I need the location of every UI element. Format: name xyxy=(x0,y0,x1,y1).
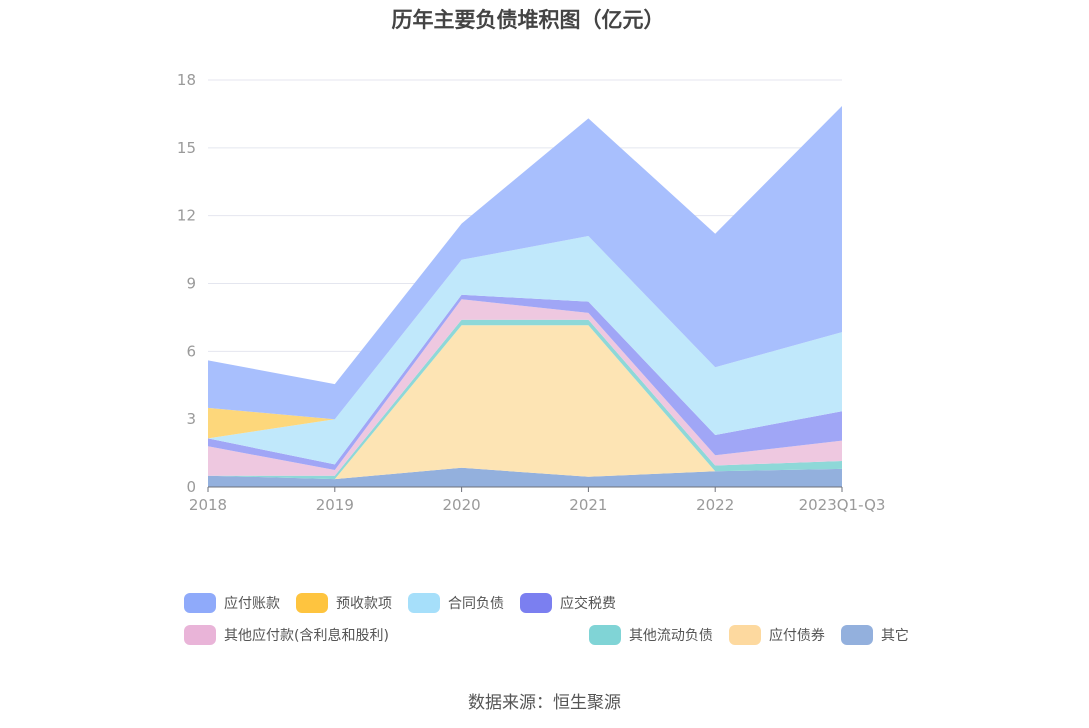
legend-item[interactable]: 其它 xyxy=(840,624,909,646)
data-source-note: 数据来源：恒生聚源 xyxy=(468,693,621,713)
legend-swatch xyxy=(588,625,621,645)
area-series-6 xyxy=(208,236,842,439)
legend-swatch xyxy=(408,593,440,613)
legend-item[interactable]: 其他应付款(含利息和股利) xyxy=(184,624,389,646)
area-series-5 xyxy=(208,236,842,465)
legend-item[interactable]: 应交税费 xyxy=(520,592,616,614)
area-series-4 xyxy=(208,294,842,470)
x-tick-label: 2018 xyxy=(189,496,227,514)
y-tick-label: 3 xyxy=(186,410,196,428)
y-tick-label: 0 xyxy=(186,478,196,496)
area-series-2 xyxy=(208,319,842,480)
legend-label: 应付债券 xyxy=(768,628,825,644)
legend-label: 预收款项 xyxy=(336,596,392,612)
legend-item[interactable]: 合同负债 xyxy=(408,592,504,614)
legend-label: 其它 xyxy=(880,628,909,644)
legend-swatch xyxy=(184,593,216,613)
legend-swatch xyxy=(520,593,552,613)
y-tick-label: 9 xyxy=(186,275,196,293)
legend-swatch xyxy=(728,625,761,645)
legend-label: 应付账款 xyxy=(224,596,280,612)
chart-legend: 应付账款 预收款项 合同负债 应交税费其他应付款(含利息和股利) 其他流动负债 应付债券 其… xyxy=(184,592,944,646)
x-tick-label: 2020 xyxy=(443,496,481,514)
legend-item[interactable]: 应付账款 xyxy=(184,592,280,614)
area-series-3 xyxy=(208,299,842,476)
x-tick-label: 2022 xyxy=(696,496,734,514)
legend-label: 应交税费 xyxy=(560,596,616,612)
y-tick-label: 18 xyxy=(177,71,196,89)
x-tick-label: 2021 xyxy=(569,496,607,514)
y-tick-label: 12 xyxy=(177,207,196,225)
area-series-0 xyxy=(208,467,842,487)
legend-item[interactable]: 其他流动负债 xyxy=(588,624,713,646)
area-series-7 xyxy=(208,106,842,420)
x-tick-label: 2023Q1-Q3 xyxy=(799,496,886,514)
x-tick-label: 2019 xyxy=(316,496,354,514)
chart-title: 历年主要负债堆积图（亿元） xyxy=(391,8,665,32)
y-tick-label: 15 xyxy=(177,139,196,157)
legend-item[interactable]: 应付债券 xyxy=(728,624,825,646)
legend-label: 合同负债 xyxy=(448,596,504,612)
legend-label: 其他流动负债 xyxy=(628,628,713,644)
legend-swatch xyxy=(840,625,873,645)
legend-swatch xyxy=(184,625,216,645)
y-tick-label: 6 xyxy=(186,342,196,360)
legend-label: 其他应付款(含利息和股利) xyxy=(224,628,389,644)
legend-item[interactable]: 预收款项 xyxy=(296,592,392,614)
legend-swatch xyxy=(296,593,328,613)
